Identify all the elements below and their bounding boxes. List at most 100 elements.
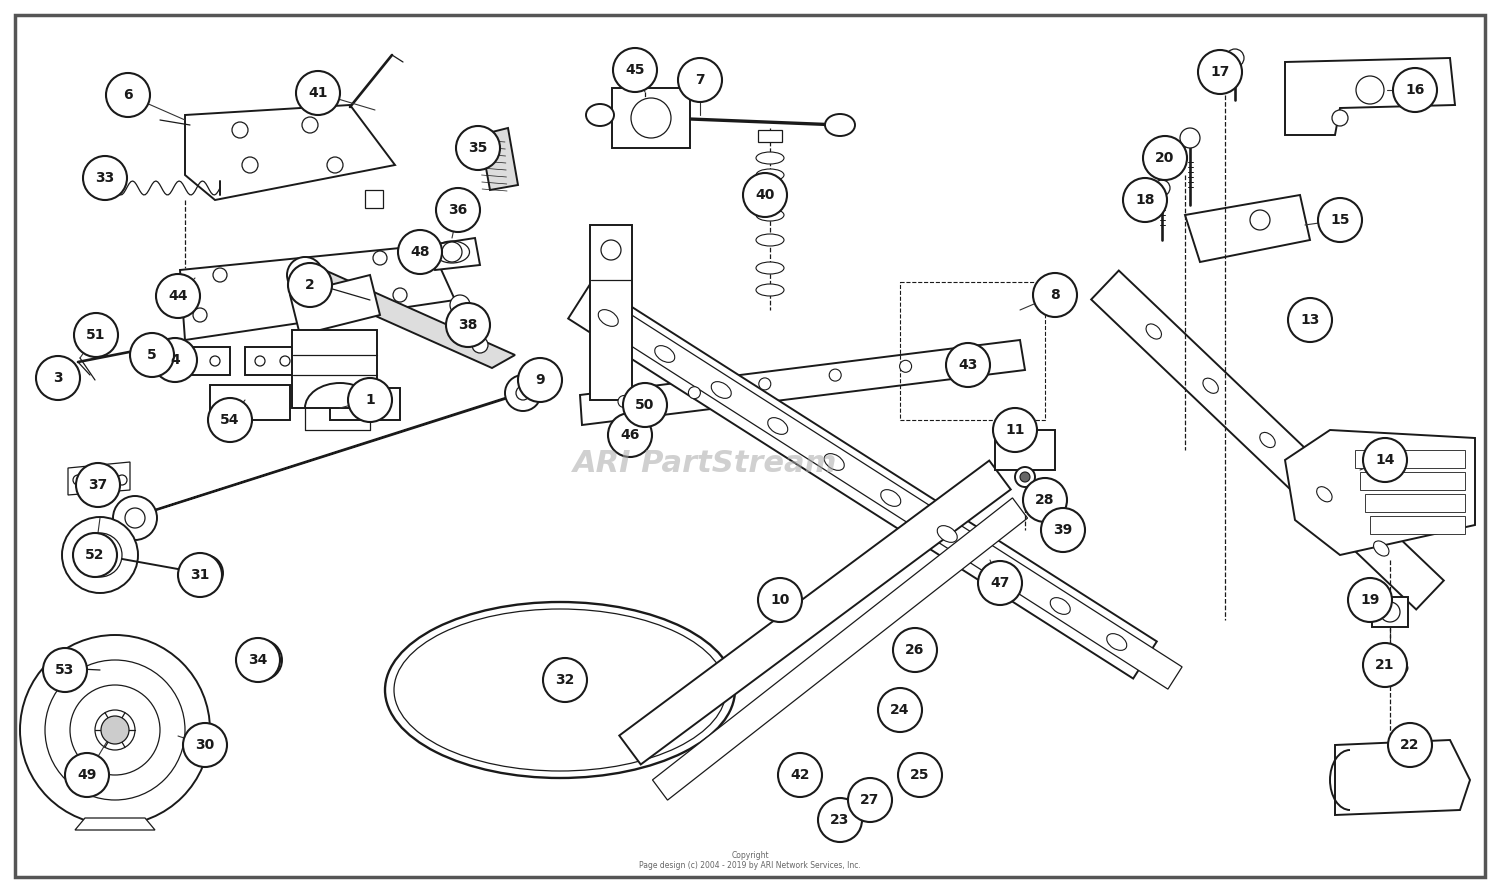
Circle shape	[194, 308, 207, 322]
Polygon shape	[68, 462, 130, 495]
Circle shape	[1348, 578, 1392, 622]
Bar	[612, 88, 690, 148]
Polygon shape	[1185, 195, 1310, 262]
Polygon shape	[580, 340, 1024, 425]
Text: 39: 39	[1053, 523, 1072, 537]
Text: 54: 54	[220, 413, 240, 427]
Text: 16: 16	[1406, 83, 1425, 97]
Circle shape	[94, 475, 105, 485]
Circle shape	[993, 408, 1036, 452]
Circle shape	[1041, 508, 1084, 552]
Polygon shape	[184, 105, 394, 200]
Circle shape	[898, 753, 942, 797]
Ellipse shape	[1146, 324, 1161, 339]
Circle shape	[878, 688, 922, 732]
Polygon shape	[1286, 58, 1455, 135]
Polygon shape	[124, 390, 530, 520]
Text: 9: 9	[536, 373, 544, 387]
Text: 46: 46	[621, 428, 639, 442]
Circle shape	[74, 475, 82, 485]
Ellipse shape	[1317, 487, 1332, 502]
Circle shape	[232, 122, 248, 138]
Ellipse shape	[756, 152, 784, 164]
Circle shape	[442, 242, 462, 262]
Polygon shape	[1090, 270, 1444, 609]
Circle shape	[254, 652, 270, 668]
Bar	[330, 388, 400, 420]
Text: 51: 51	[86, 328, 105, 342]
Polygon shape	[1360, 472, 1466, 490]
Ellipse shape	[1203, 378, 1218, 393]
Circle shape	[153, 338, 197, 382]
Text: 3: 3	[53, 371, 63, 385]
Circle shape	[758, 578, 802, 622]
Circle shape	[1380, 602, 1400, 622]
Ellipse shape	[1107, 633, 1126, 650]
Text: 32: 32	[555, 673, 574, 687]
Circle shape	[188, 555, 224, 591]
Circle shape	[117, 475, 128, 485]
Circle shape	[213, 268, 226, 282]
Circle shape	[242, 640, 282, 680]
Circle shape	[602, 240, 621, 260]
Polygon shape	[480, 128, 518, 190]
Circle shape	[456, 126, 500, 170]
Circle shape	[759, 378, 771, 390]
Circle shape	[450, 295, 470, 315]
Text: 8: 8	[1050, 288, 1060, 302]
Circle shape	[90, 545, 110, 565]
Polygon shape	[1365, 494, 1466, 512]
Circle shape	[374, 251, 387, 265]
Text: 19: 19	[1360, 593, 1380, 607]
Circle shape	[622, 383, 668, 427]
Circle shape	[1020, 472, 1031, 482]
Bar	[900, 282, 1046, 420]
Ellipse shape	[756, 169, 784, 181]
Circle shape	[543, 658, 586, 702]
Circle shape	[236, 638, 280, 682]
Circle shape	[742, 173, 788, 217]
Text: 37: 37	[88, 478, 108, 492]
Circle shape	[87, 490, 104, 506]
Circle shape	[348, 378, 392, 422]
Circle shape	[106, 73, 150, 117]
Circle shape	[178, 553, 222, 597]
Ellipse shape	[1382, 663, 1400, 673]
Circle shape	[156, 274, 200, 318]
Text: 24: 24	[891, 703, 909, 717]
Circle shape	[280, 356, 290, 366]
Circle shape	[1180, 128, 1200, 148]
Text: 22: 22	[1401, 738, 1419, 752]
Text: 23: 23	[831, 813, 849, 827]
Text: 31: 31	[190, 568, 210, 582]
Circle shape	[1332, 110, 1348, 126]
Text: 10: 10	[771, 593, 789, 607]
Circle shape	[632, 98, 670, 138]
Text: 21: 21	[1376, 658, 1395, 672]
Bar	[994, 430, 1054, 470]
Circle shape	[1288, 298, 1332, 342]
Text: 40: 40	[756, 188, 774, 202]
Bar	[58, 658, 80, 680]
Text: 42: 42	[790, 768, 810, 782]
Circle shape	[1394, 68, 1437, 112]
Ellipse shape	[756, 189, 784, 201]
Text: 49: 49	[78, 768, 96, 782]
Circle shape	[1023, 478, 1066, 522]
Circle shape	[100, 716, 129, 744]
Text: Copyright
Page design (c) 2004 - 2019 by ARI Network Services, Inc.: Copyright Page design (c) 2004 - 2019 by…	[639, 851, 861, 871]
Polygon shape	[652, 498, 1028, 800]
Bar	[210, 385, 290, 420]
Ellipse shape	[938, 525, 957, 542]
Text: 47: 47	[990, 576, 1010, 590]
Circle shape	[1198, 50, 1242, 94]
Bar	[1372, 597, 1408, 627]
Text: 18: 18	[1136, 193, 1155, 207]
Text: 11: 11	[1005, 423, 1025, 437]
Circle shape	[1034, 273, 1077, 317]
Text: 30: 30	[195, 738, 214, 752]
Circle shape	[296, 71, 340, 115]
Text: 41: 41	[309, 86, 327, 100]
Text: 38: 38	[459, 318, 477, 332]
Text: 28: 28	[1035, 493, 1054, 507]
